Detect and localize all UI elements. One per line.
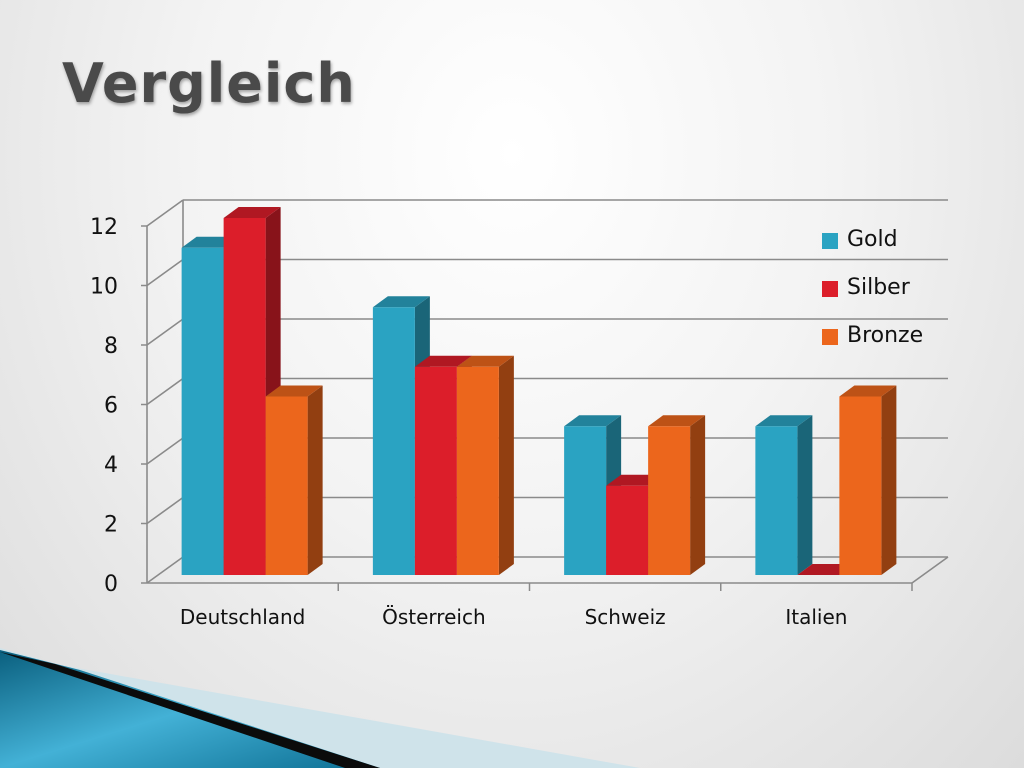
x-category-label: Deutschland — [180, 605, 306, 629]
y-tick-label: 10 — [90, 275, 118, 300]
floor-edge — [911, 556, 949, 584]
bar-front — [414, 366, 457, 575]
y-tick-label: 12 — [90, 215, 118, 240]
gridline-side — [146, 556, 184, 584]
gridline-side — [146, 437, 184, 465]
bar-top — [456, 355, 514, 367]
decor-black-stripe — [0, 652, 380, 768]
gridline-side — [146, 377, 184, 406]
chart-axes — [141, 225, 913, 591]
bar — [648, 415, 706, 575]
bar-top — [839, 385, 897, 397]
legend-label: Silber — [847, 275, 911, 300]
bar-side — [881, 385, 897, 575]
bar-front — [265, 396, 308, 575]
y-tick-label: 8 — [104, 334, 118, 359]
legend-label: Gold — [847, 227, 898, 252]
gridline-side — [146, 496, 184, 525]
y-tick-label: 0 — [104, 572, 118, 597]
bar-top — [372, 296, 430, 308]
legend-swatch — [822, 281, 838, 297]
bar-front — [606, 485, 649, 575]
bar-side — [307, 385, 323, 575]
chart-labels: 0 2 4 6 8 10 12 Deutschland Österreich Schweiz Ita… — [90, 215, 847, 629]
bar-side — [498, 355, 514, 575]
chart-legend: Gold Silber Bronze — [822, 227, 923, 348]
y-tick-label: 2 — [104, 513, 118, 538]
bar — [265, 385, 323, 575]
bar-side — [797, 415, 813, 575]
bar — [456, 355, 514, 575]
bar — [839, 385, 897, 575]
bar-top — [223, 207, 281, 218]
bar-front — [839, 396, 882, 575]
x-category-label: Italien — [785, 605, 847, 629]
bar-top — [265, 385, 323, 397]
bar-front — [181, 247, 224, 575]
bar-top — [755, 415, 813, 427]
y-tick-label: 6 — [104, 394, 118, 419]
gridline-side — [146, 199, 184, 227]
legend-label: Bronze — [847, 323, 923, 348]
x-category-label: Österreich — [382, 605, 486, 629]
bar-front — [648, 426, 691, 575]
bar-front — [372, 307, 415, 575]
bar-top — [648, 415, 706, 427]
bar-front — [223, 218, 266, 575]
legend-swatch — [822, 233, 838, 249]
bar-top — [564, 415, 622, 427]
bar-front — [755, 426, 798, 575]
x-category-label: Schweiz — [585, 605, 666, 629]
chart-bars — [181, 207, 897, 575]
y-tick-label: 4 — [104, 453, 118, 478]
bar-top — [414, 355, 472, 367]
slide-title: Vergleich — [62, 52, 356, 115]
gridline-side — [146, 318, 184, 346]
legend-swatch — [822, 329, 838, 345]
bar-front — [564, 426, 607, 575]
bar — [755, 415, 813, 575]
bar-side — [690, 415, 706, 575]
bar-front — [456, 366, 499, 575]
gridline-side — [146, 258, 184, 287]
